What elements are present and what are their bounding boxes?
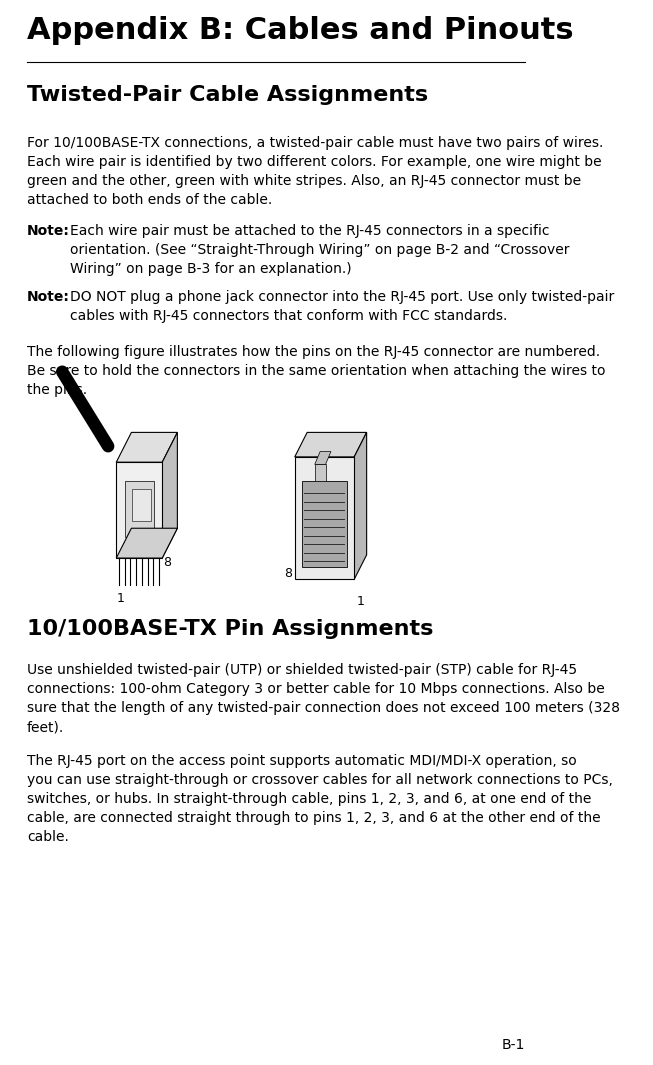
Polygon shape <box>315 452 331 464</box>
Text: The RJ-45 port on the access point supports automatic MDI/MDI-X operation, so
yo: The RJ-45 port on the access point suppo… <box>27 754 613 843</box>
Text: Twisted-Pair Cable Assignments: Twisted-Pair Cable Assignments <box>27 85 428 105</box>
Text: 1: 1 <box>357 595 365 608</box>
Text: The following figure illustrates how the pins on the RJ-45 connector are numbere: The following figure illustrates how the… <box>27 345 605 397</box>
Polygon shape <box>116 432 178 462</box>
Text: Note:: Note: <box>27 224 70 237</box>
Text: Note:: Note: <box>27 290 70 304</box>
Polygon shape <box>295 432 366 457</box>
Polygon shape <box>354 432 366 579</box>
Polygon shape <box>116 462 162 558</box>
Text: 10/100BASE-TX Pin Assignments: 10/100BASE-TX Pin Assignments <box>27 619 434 639</box>
Text: Appendix B: Cables and Pinouts: Appendix B: Cables and Pinouts <box>27 16 574 45</box>
Text: DO NOT plug a phone jack connector into the RJ-45 port. Use only twisted-pair
ca: DO NOT plug a phone jack connector into … <box>71 290 614 323</box>
Text: B-1: B-1 <box>501 1038 524 1052</box>
Polygon shape <box>295 457 354 579</box>
Polygon shape <box>302 481 347 567</box>
Text: 1: 1 <box>116 592 124 605</box>
Text: Each wire pair must be attached to the RJ-45 connectors in a specific
orientatio: Each wire pair must be attached to the R… <box>71 224 570 276</box>
Text: 8: 8 <box>284 567 292 579</box>
Polygon shape <box>162 432 178 558</box>
Text: 8: 8 <box>163 556 171 569</box>
Polygon shape <box>133 489 151 521</box>
Polygon shape <box>315 464 326 481</box>
Text: For 10/100BASE-TX connections, a twisted-pair cable must have two pairs of wires: For 10/100BASE-TX connections, a twisted… <box>27 136 603 208</box>
Text: Use unshielded twisted-pair (UTP) or shielded twisted-pair (STP) cable for RJ-45: Use unshielded twisted-pair (UTP) or shi… <box>27 663 620 735</box>
Polygon shape <box>116 528 178 558</box>
Polygon shape <box>125 481 154 537</box>
